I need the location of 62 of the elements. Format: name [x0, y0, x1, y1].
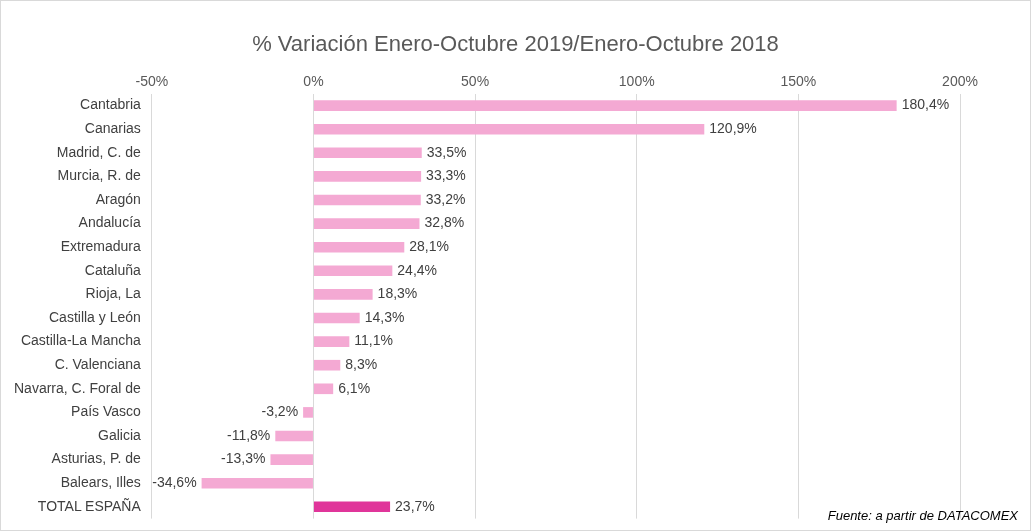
y-tick-label: C. Valenciana [54, 356, 142, 373]
chart-title: % Variación Enero-Octubre 2019/Enero-Octubre 2018 [251, 31, 780, 57]
y-tick-label: Madrid, C. de [56, 143, 142, 160]
x-tick-label: 100% [618, 73, 655, 90]
bar [313, 312, 360, 324]
bar [313, 501, 391, 513]
x-tick-label: 50% [461, 73, 490, 90]
y-tick-label: Aragón [95, 190, 141, 207]
y-tick-label: Rioja, La [85, 285, 142, 302]
bar [313, 241, 405, 253]
data-label: 11,1% [354, 332, 394, 349]
bar [313, 336, 350, 347]
bar [313, 171, 422, 182]
bar [303, 407, 313, 418]
y-tick-label: TOTAL ESPAÑA [37, 497, 142, 514]
data-label: 24,4% [397, 261, 438, 278]
data-label: 33,3% [426, 167, 466, 184]
bar [275, 430, 313, 442]
y-tick-label: País Vasco [71, 403, 142, 420]
x-tick-label: 0% [303, 73, 324, 90]
y-tick-label: Cantabria [80, 96, 142, 113]
data-label: 14,3% [364, 308, 405, 325]
bar [313, 383, 334, 395]
data-label: 33,5% [426, 143, 467, 160]
y-tick-label: Balears, Illes [60, 474, 141, 491]
data-label: 33,2% [425, 190, 466, 207]
data-label: 18,3% [377, 285, 418, 302]
bar [313, 194, 421, 206]
y-tick-label: Castilla y León [48, 308, 141, 325]
data-label: 180,4% [901, 96, 950, 113]
data-label: 23,7% [395, 497, 435, 514]
y-tick-label: Canarias [84, 120, 141, 137]
data-label: -13,3% [221, 450, 266, 467]
data-label: -34,6% [152, 474, 197, 491]
bar [313, 147, 422, 159]
x-tick-label: -50% [135, 73, 169, 90]
data-label: -3,2% [261, 403, 299, 420]
y-tick-label: Navarra, C. Foral de [13, 379, 142, 396]
bar [270, 454, 313, 465]
data-label: 6,1% [338, 379, 371, 396]
bar [313, 359, 341, 371]
x-tick-label: 200% [942, 73, 978, 90]
y-tick-label: Asturias, P. de [51, 450, 142, 467]
bar [313, 123, 705, 135]
x-tick-label: 150% [780, 73, 817, 90]
bar [313, 218, 420, 229]
y-tick-label: Galicia [98, 426, 142, 443]
data-label: -11,8% [226, 426, 271, 443]
y-tick-label: Andalucía [78, 214, 142, 231]
bar [313, 100, 897, 111]
data-label: 28,1% [409, 238, 449, 255]
data-label: 32,8% [424, 214, 465, 231]
y-tick-label: Extremadura [60, 238, 142, 255]
y-tick-label: Cataluña [84, 261, 142, 278]
annotation: Fuente: a partir de DATACOMEX [827, 507, 1020, 523]
y-tick-label: Castilla-La Mancha [20, 332, 142, 349]
bar [313, 289, 373, 300]
y-tick-label: Murcia, R. de [57, 167, 142, 184]
bar [313, 265, 393, 277]
data-label: 120,9% [709, 120, 757, 137]
bar [201, 477, 313, 489]
data-label: 8,3% [345, 356, 378, 373]
